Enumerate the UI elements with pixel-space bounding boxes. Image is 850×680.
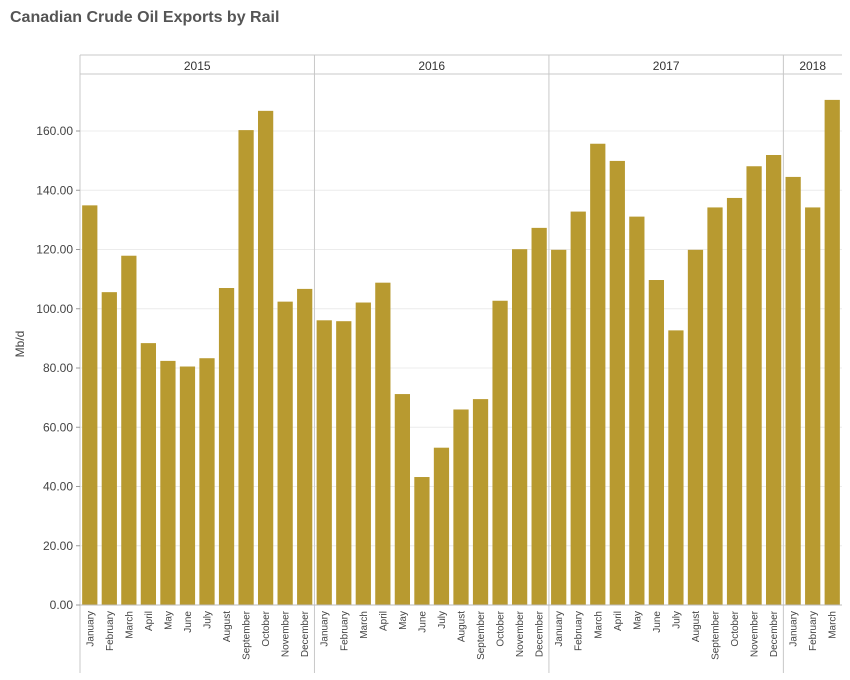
y-tick-label: 120.00	[36, 243, 73, 257]
bar	[824, 99, 840, 605]
x-tick-label: August	[222, 611, 233, 642]
bar	[687, 249, 704, 606]
bar	[297, 288, 313, 605]
x-tick-label: October	[261, 610, 272, 646]
x-tick-label: February	[808, 611, 819, 651]
y-tick-label: 100.00	[36, 302, 73, 316]
x-tick-label: December	[300, 610, 311, 657]
x-tick-label: July	[203, 611, 214, 629]
x-tick-label: May	[632, 611, 643, 630]
x-tick-label: February	[339, 611, 350, 651]
x-tick-label: June	[417, 611, 428, 633]
x-tick-label: January	[554, 611, 565, 647]
y-tick-label: 40.00	[43, 480, 73, 494]
x-tick-label: January	[85, 611, 96, 647]
y-tick-label: 140.00	[36, 183, 73, 197]
x-tick-label: March	[359, 611, 370, 639]
y-tick-label: 80.00	[43, 361, 73, 375]
x-tick-label: November	[515, 610, 526, 657]
chart-title: Canadian Crude Oil Exports by Rail	[10, 9, 280, 26]
x-tick-label: March	[828, 611, 839, 639]
x-tick-label: July	[437, 611, 448, 629]
bar	[199, 358, 215, 605]
bar	[394, 394, 410, 605]
x-tick-label: June	[183, 611, 194, 633]
year-header: 2015	[184, 59, 211, 73]
x-tick-label: September	[476, 610, 487, 660]
x-tick-label: December	[769, 610, 780, 657]
x-tick-label: October	[730, 610, 741, 646]
bar	[82, 205, 98, 606]
year-header: 2016	[418, 59, 445, 73]
x-tick-label: March	[593, 611, 604, 639]
bar	[590, 143, 606, 606]
bar	[805, 207, 821, 605]
year-dividers	[313, 55, 784, 673]
bar	[238, 130, 254, 606]
bars	[82, 99, 840, 606]
x-tick-label: December	[535, 610, 546, 657]
x-tick-label: August	[457, 611, 468, 642]
y-tick-label: 60.00	[43, 420, 73, 434]
y-axis: 0.00 20.00 40.00 60.00 80.00 100.00 120.00 140.…	[36, 55, 81, 673]
bar	[707, 207, 723, 605]
bar	[355, 302, 371, 605]
x-tick-label: October	[496, 610, 507, 646]
x-tick-label: February	[105, 611, 116, 651]
year-header: 2018	[799, 59, 826, 73]
x-tick-label: November	[281, 610, 292, 657]
bar	[121, 255, 137, 605]
bar	[551, 249, 567, 606]
x-tick-label: November	[750, 610, 761, 657]
bar	[512, 249, 528, 605]
x-tick-label: September	[711, 610, 722, 660]
x-tick-label: February	[574, 611, 585, 651]
x-tick-label: June	[652, 611, 663, 633]
year-header: 2017	[653, 59, 680, 73]
bar	[375, 282, 391, 605]
y-tick-label: 0.00	[50, 598, 74, 612]
bar	[609, 160, 625, 606]
bar	[453, 409, 469, 605]
x-tick-label: August	[691, 611, 702, 642]
x-tick-label: March	[124, 611, 135, 639]
y-axis-title: Mb/d	[13, 331, 27, 358]
x-tick-label: January	[789, 611, 800, 647]
bar	[629, 216, 645, 605]
bar	[433, 447, 450, 605]
x-tick-label: April	[144, 611, 155, 631]
bar	[160, 360, 176, 605]
x-tick-label: September	[242, 610, 253, 660]
bar	[336, 321, 352, 605]
x-tick-label: January	[320, 611, 331, 647]
x-tick-label: April	[613, 611, 624, 631]
x-axis: January February March April May June July Augu…	[80, 604, 842, 660]
bar	[414, 477, 430, 605]
x-tick-label: April	[378, 611, 389, 631]
bar	[648, 280, 664, 605]
bar	[531, 227, 547, 605]
bar	[316, 320, 332, 605]
bar	[726, 197, 743, 605]
x-tick-label: July	[671, 611, 682, 629]
year-headers: 2015 2016 2017 2018	[80, 54, 842, 75]
bar	[492, 300, 508, 605]
bar	[472, 399, 489, 605]
bar	[668, 330, 684, 605]
y-tick-label: 20.00	[43, 539, 73, 553]
bar	[179, 366, 196, 605]
bar	[218, 288, 235, 605]
x-tick-label: May	[398, 611, 409, 630]
y-tick-label: 160.00	[36, 124, 73, 138]
bar	[258, 110, 274, 605]
bar	[140, 343, 156, 605]
bar	[785, 176, 801, 606]
bar	[746, 166, 762, 605]
x-tick-label: May	[163, 611, 174, 630]
bar	[570, 211, 586, 605]
bar	[766, 155, 782, 605]
bar	[101, 292, 117, 605]
bar	[277, 301, 293, 605]
